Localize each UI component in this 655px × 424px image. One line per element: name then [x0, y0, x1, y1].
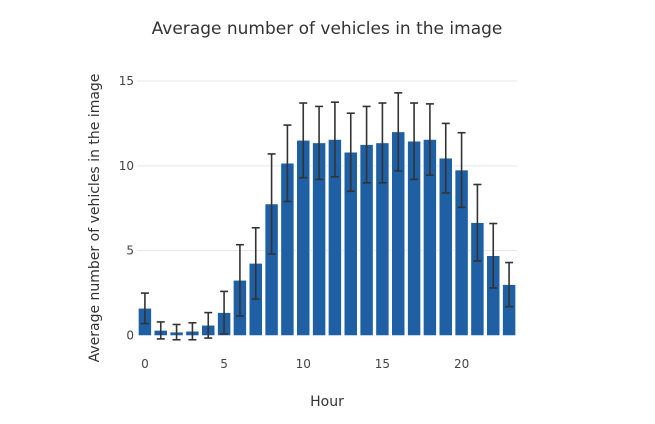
bars — [138, 131, 516, 336]
error-bar — [346, 112, 355, 193]
x-tick-label: 0 — [141, 357, 149, 371]
error-bar — [505, 261, 514, 308]
y-axis-ticks: 0 5 10 15 — [119, 74, 134, 343]
error-bar — [378, 102, 387, 184]
x-tick-label: 5 — [220, 357, 228, 371]
error-bar — [410, 102, 419, 181]
error-bar — [315, 105, 324, 181]
error-bar — [156, 321, 165, 340]
y-tick-label: 5 — [126, 244, 134, 258]
x-axis-ticks: 0 5 10 15 20 — [141, 357, 469, 371]
y-tick-label: 0 — [126, 329, 134, 343]
error-bar — [362, 105, 371, 184]
error-bar — [394, 92, 403, 172]
y-tick-label: 15 — [119, 74, 134, 88]
error-bar — [457, 131, 466, 209]
error-bar — [172, 323, 181, 341]
error-bar — [140, 292, 149, 325]
error-bar — [267, 153, 276, 255]
error-bar — [251, 226, 260, 300]
error-bar — [235, 243, 244, 317]
error-bar — [425, 103, 434, 176]
x-axis-title: Hour — [310, 394, 344, 410]
grid-lines — [137, 80, 517, 252]
error-bar — [330, 101, 339, 178]
y-tick-label: 10 — [119, 159, 134, 173]
error-bar — [473, 183, 482, 262]
error-bar — [299, 102, 308, 179]
x-tick-label: 15 — [375, 357, 390, 371]
chart-title: Average number of vehicles in the image — [152, 19, 503, 39]
error-bar — [204, 311, 213, 339]
x-tick-label: 20 — [454, 357, 469, 371]
error-bar — [220, 290, 229, 335]
x-tick-label: 10 — [296, 357, 311, 371]
error-bar — [489, 222, 498, 289]
error-bar — [188, 321, 197, 341]
error-bars — [140, 92, 514, 341]
y-axis-title: Average number of vehicles in the image — [87, 74, 103, 363]
error-bar — [283, 124, 292, 203]
error-bar — [441, 122, 450, 194]
